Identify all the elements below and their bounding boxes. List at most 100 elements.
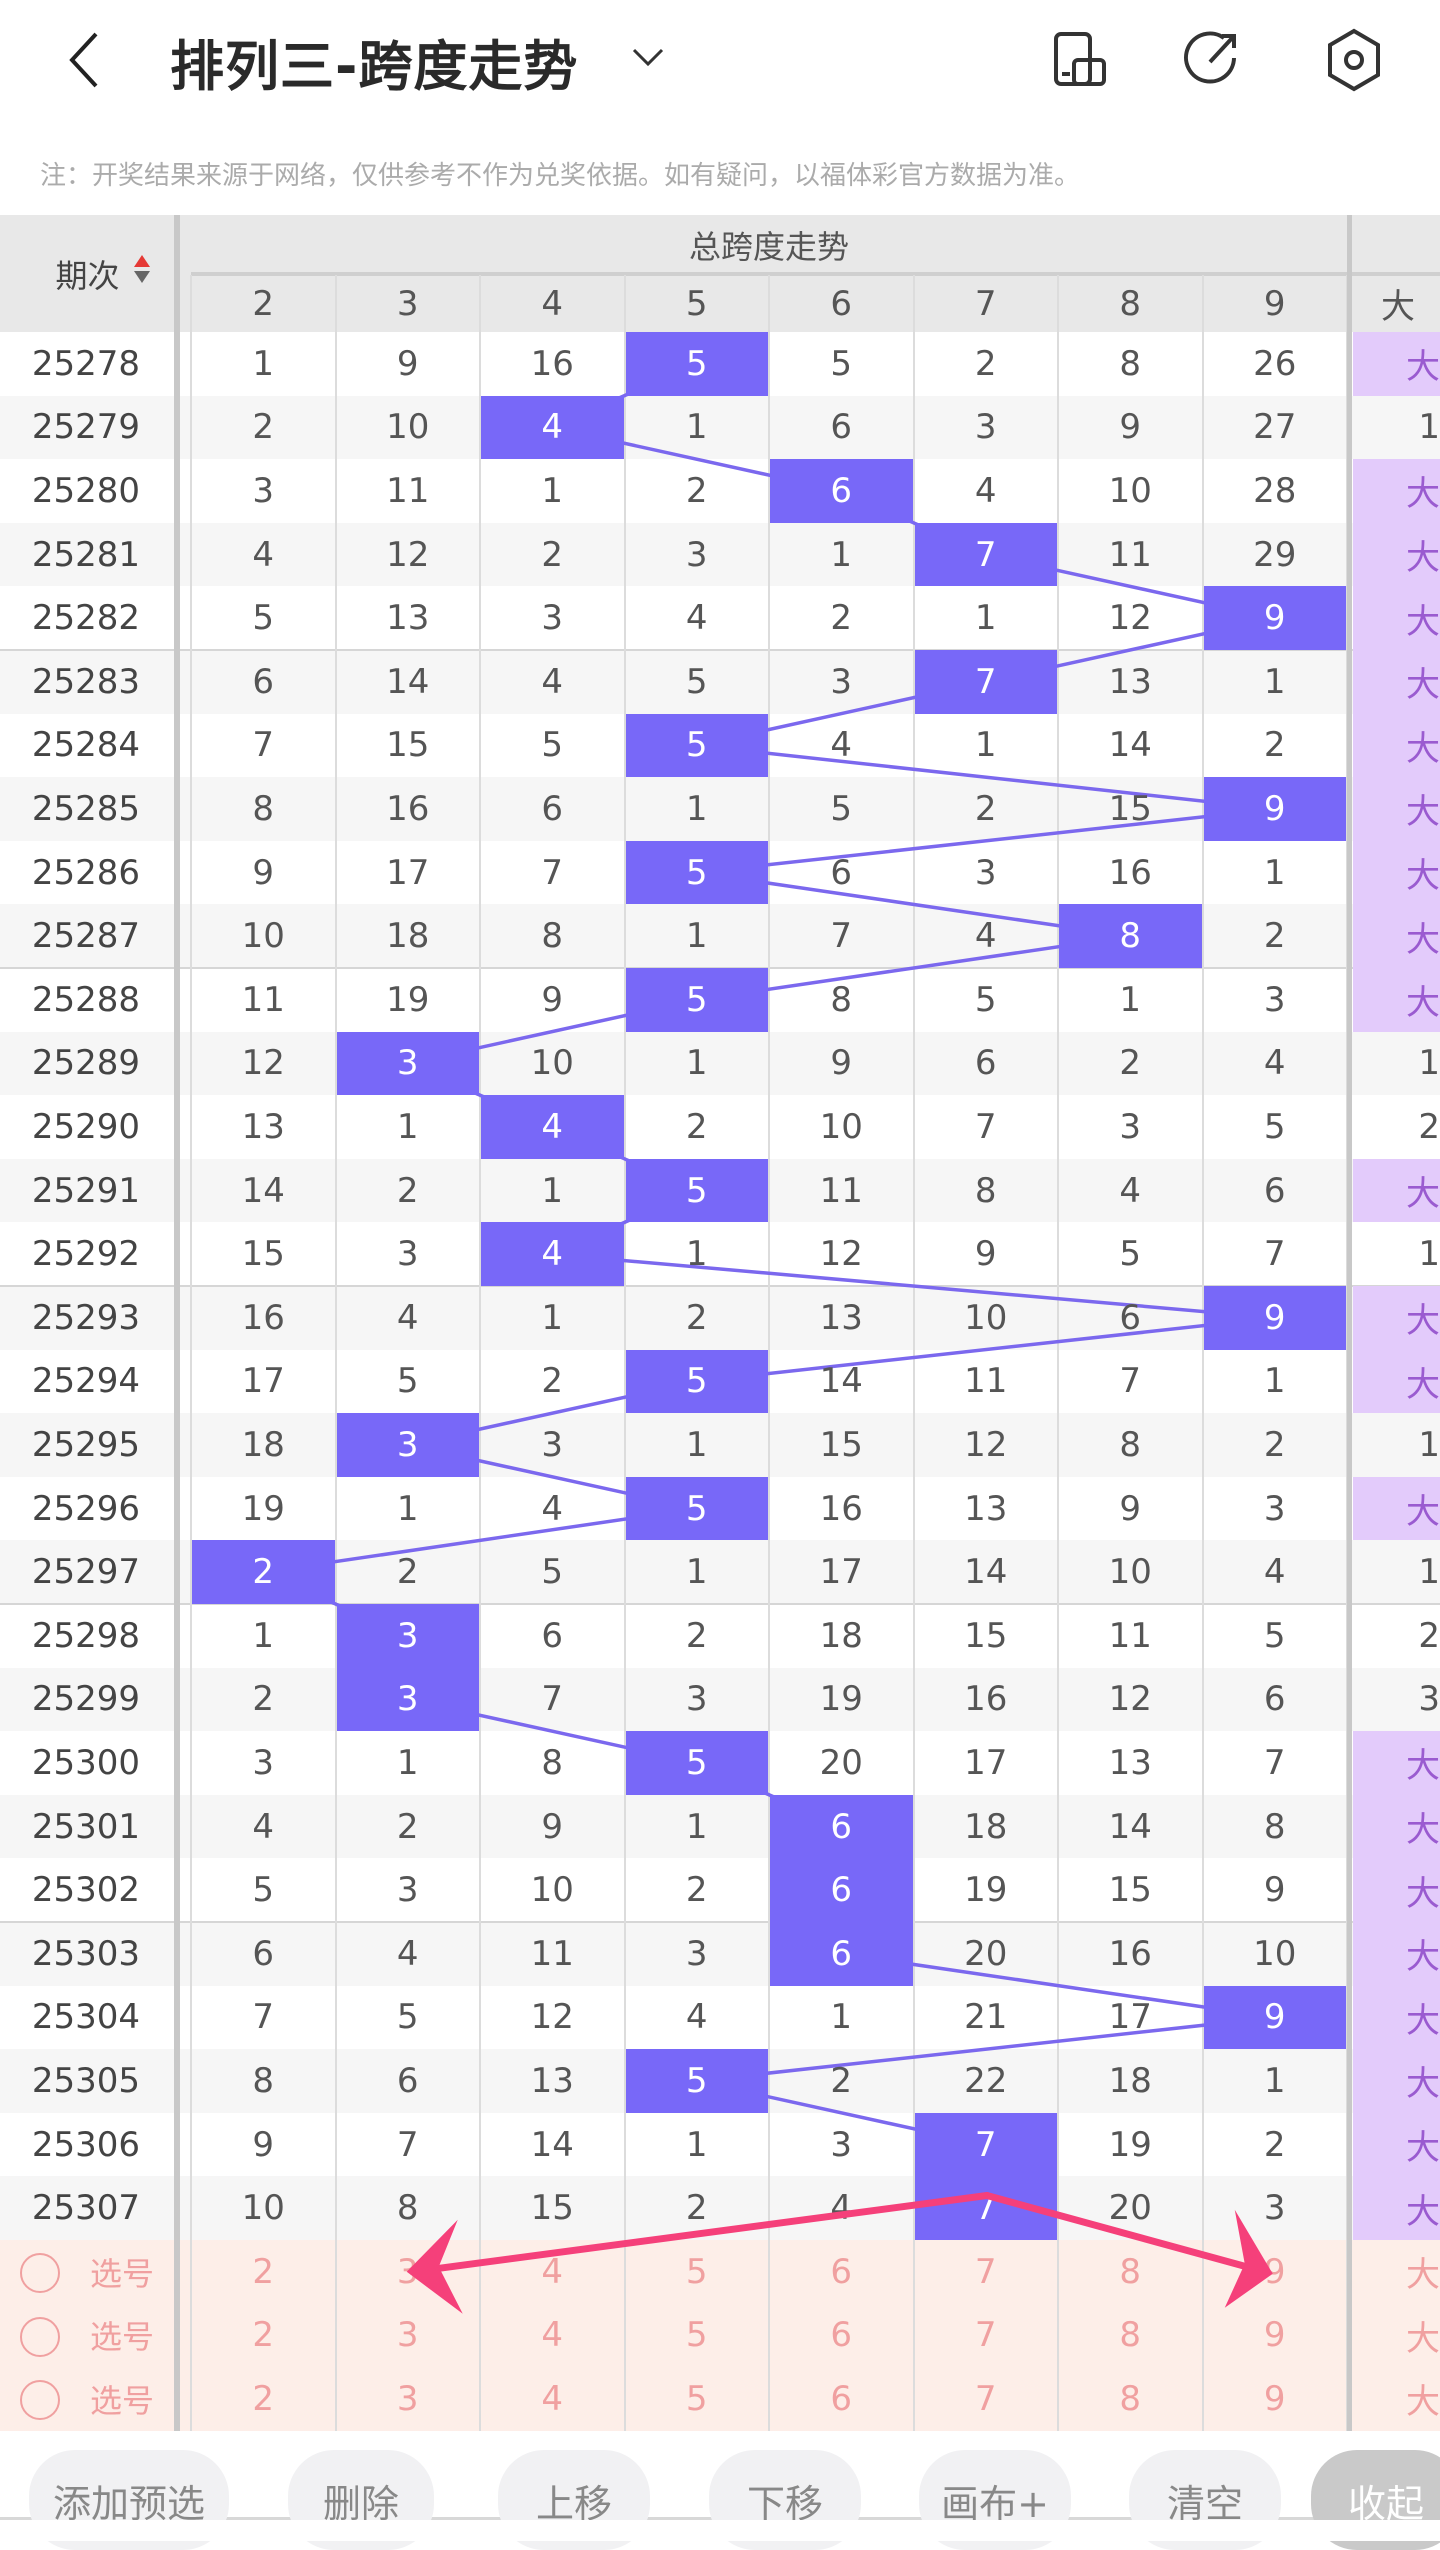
span-hit-cell[interactable]: 3: [336, 1413, 479, 1477]
omission-cell[interactable]: 9: [396, 343, 419, 384]
omission-cell[interactable]: 4: [1263, 1043, 1286, 1084]
omission-cell[interactable]: 15: [386, 725, 430, 766]
dropdown-chevron-icon[interactable]: [630, 46, 666, 70]
omission-cell[interactable]: 4: [1263, 1552, 1286, 1593]
omission-cell[interactable]: 12: [530, 1997, 574, 2038]
omission-cell[interactable]: 22: [964, 2060, 1008, 2101]
select-number[interactable]: 2: [252, 2378, 275, 2419]
omission-cell[interactable]: 1: [685, 1552, 708, 1593]
omission-cell[interactable]: 8: [541, 916, 564, 957]
select-number[interactable]: 9: [1263, 2251, 1286, 2292]
settings-icon[interactable]: [1324, 28, 1384, 92]
omission-cell[interactable]: 19: [964, 1870, 1008, 1911]
omission-cell[interactable]: 11: [1108, 534, 1152, 575]
omission-cell[interactable]: 14: [819, 1361, 863, 1402]
select-number[interactable]: 7: [974, 2378, 997, 2419]
omission-cell[interactable]: 7: [1263, 1742, 1286, 1783]
omission-cell[interactable]: 12: [241, 1043, 285, 1084]
span-hit-cell[interactable]: 4: [481, 395, 624, 460]
omission-cell[interactable]: 10: [530, 1870, 574, 1911]
layout-icon[interactable]: [1050, 30, 1110, 90]
omission-cell[interactable]: 2: [685, 2188, 708, 2229]
omission-cell[interactable]: 2: [252, 1679, 275, 1720]
omission-cell[interactable]: 3: [685, 534, 708, 575]
omission-cell[interactable]: 5: [1119, 1234, 1142, 1275]
span-hit-cell[interactable]: 6: [770, 459, 913, 523]
omission-cell[interactable]: 5: [541, 725, 564, 766]
omission-cell[interactable]: 3: [685, 1679, 708, 1720]
omission-cell[interactable]: 15: [1108, 788, 1152, 829]
omission-cell[interactable]: 5: [396, 1997, 419, 2038]
omission-cell[interactable]: 4: [830, 725, 853, 766]
omission-cell[interactable]: 18: [819, 1615, 863, 1656]
omission-cell[interactable]: 7: [541, 1679, 564, 1720]
omission-cell[interactable]: 1: [685, 1424, 708, 1465]
omission-cell[interactable]: 8: [541, 1742, 564, 1783]
omission-cell[interactable]: 6: [396, 2060, 419, 2101]
select-number[interactable]: 9: [1263, 2378, 1286, 2419]
omission-cell[interactable]: 14: [964, 1552, 1008, 1593]
omission-cell[interactable]: 1: [685, 1043, 708, 1084]
omission-cell[interactable]: 19: [241, 1488, 285, 1529]
select-size[interactable]: 大: [1406, 2255, 1440, 2296]
omission-cell[interactable]: 1: [1263, 661, 1286, 702]
omission-cell[interactable]: 15: [530, 2188, 574, 2229]
select-number[interactable]: 8: [1119, 2315, 1142, 2356]
span-hit-cell[interactable]: 9: [1203, 1985, 1346, 2050]
omission-cell[interactable]: 10: [1253, 1933, 1297, 1974]
span-hit-cell[interactable]: 5: [625, 1158, 768, 1223]
omission-cell[interactable]: 26: [1253, 343, 1297, 384]
omission-cell[interactable]: 17: [386, 852, 430, 893]
omission-cell[interactable]: 14: [1108, 725, 1152, 766]
select-size[interactable]: 大: [1406, 2318, 1440, 2359]
omission-cell[interactable]: 1: [830, 1997, 853, 2038]
omission-cell[interactable]: 7: [1263, 1234, 1286, 1275]
omission-cell[interactable]: 10: [1108, 1552, 1152, 1593]
omission-cell[interactable]: 10: [241, 916, 285, 957]
omission-cell[interactable]: 1: [1263, 2060, 1286, 2101]
select-number[interactable]: 7: [974, 2315, 997, 2356]
omission-cell[interactable]: 11: [386, 470, 430, 511]
omission-cell[interactable]: 17: [819, 1552, 863, 1593]
span-hit-cell[interactable]: 7: [914, 650, 1057, 714]
select-number[interactable]: 4: [541, 2378, 564, 2419]
omission-cell[interactable]: 13: [241, 1106, 285, 1147]
omission-cell[interactable]: 2: [396, 1552, 419, 1593]
omission-cell[interactable]: 12: [819, 1234, 863, 1275]
omission-cell[interactable]: 19: [1108, 2124, 1152, 2165]
omission-cell[interactable]: 9: [541, 979, 564, 1020]
omission-cell[interactable]: 4: [541, 661, 564, 702]
omission-cell[interactable]: 4: [252, 534, 275, 575]
omission-cell[interactable]: 3: [830, 661, 853, 702]
omission-cell[interactable]: 8: [1263, 1806, 1286, 1847]
omission-cell[interactable]: 3: [396, 1234, 419, 1275]
omission-cell[interactable]: 2: [830, 598, 853, 639]
omission-cell[interactable]: 2: [974, 788, 997, 829]
omission-cell[interactable]: 4: [974, 916, 997, 957]
select-number[interactable]: 7: [974, 2251, 997, 2292]
omission-cell[interactable]: 8: [252, 788, 275, 829]
span-hit-cell[interactable]: 7: [914, 522, 1057, 587]
select-radio[interactable]: [20, 2253, 60, 2293]
omission-cell[interactable]: 5: [830, 788, 853, 829]
omission-cell[interactable]: 3: [1263, 2188, 1286, 2229]
back-chevron-icon[interactable]: [62, 30, 106, 90]
omission-cell[interactable]: 1: [396, 1742, 419, 1783]
omission-cell[interactable]: 12: [964, 1424, 1008, 1465]
omission-cell[interactable]: 13: [964, 1488, 1008, 1529]
omission-cell[interactable]: 5: [1263, 1615, 1286, 1656]
span-hit-cell[interactable]: 4: [481, 1222, 624, 1286]
select-number[interactable]: 6: [830, 2251, 853, 2292]
omission-cell[interactable]: 10: [386, 407, 430, 448]
omission-cell[interactable]: 6: [1119, 1297, 1142, 1338]
omission-cell[interactable]: 5: [252, 598, 275, 639]
span-hit-cell[interactable]: 5: [625, 713, 768, 778]
omission-cell[interactable]: 12: [386, 534, 430, 575]
omission-cell[interactable]: 17: [964, 1742, 1008, 1783]
omission-cell[interactable]: 2: [1263, 725, 1286, 766]
omission-cell[interactable]: 4: [685, 598, 708, 639]
omission-cell[interactable]: 16: [530, 343, 574, 384]
omission-cell[interactable]: 1: [685, 916, 708, 957]
select-number[interactable]: 2: [252, 2251, 275, 2292]
omission-cell[interactable]: 13: [386, 598, 430, 639]
